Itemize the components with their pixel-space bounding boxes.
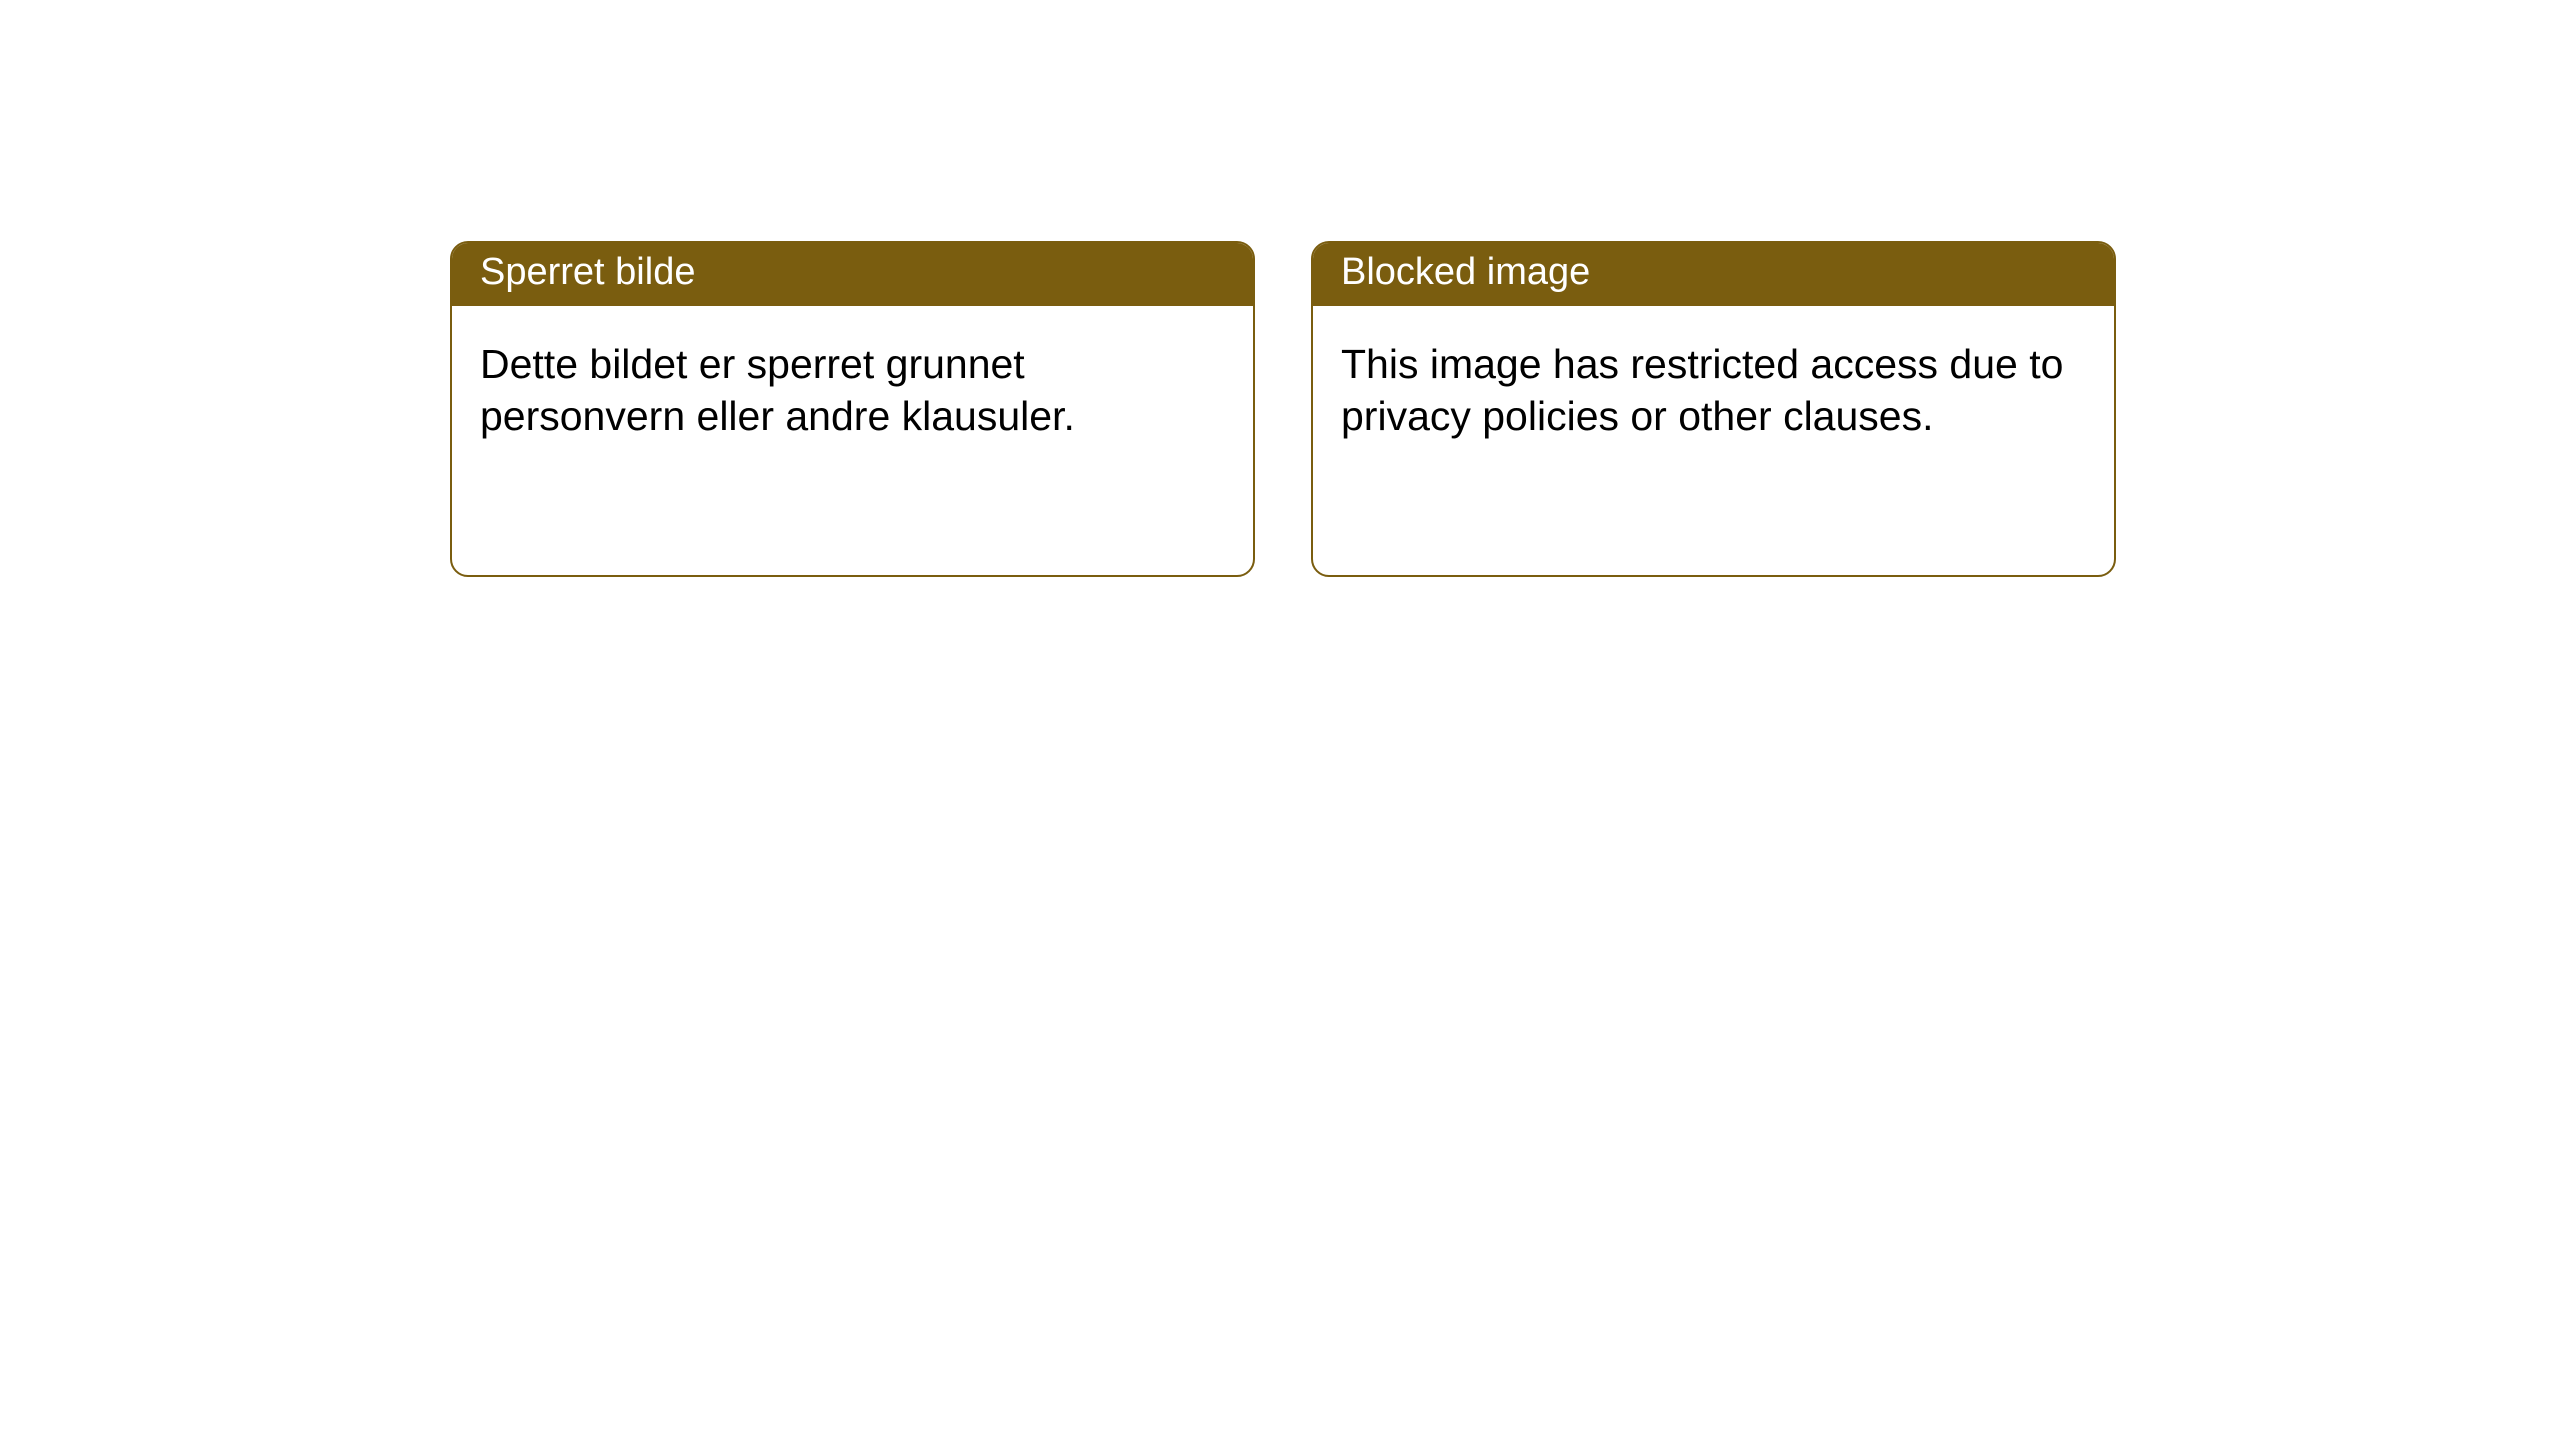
notice-title: Sperret bilde [452,243,1253,306]
notice-body: This image has restricted access due to … [1313,306,2114,475]
notice-container: Sperret bilde Dette bildet er sperret gr… [0,0,2560,577]
notice-card-norwegian: Sperret bilde Dette bildet er sperret gr… [450,241,1255,577]
notice-title: Blocked image [1313,243,2114,306]
notice-body: Dette bildet er sperret grunnet personve… [452,306,1253,475]
notice-card-english: Blocked image This image has restricted … [1311,241,2116,577]
